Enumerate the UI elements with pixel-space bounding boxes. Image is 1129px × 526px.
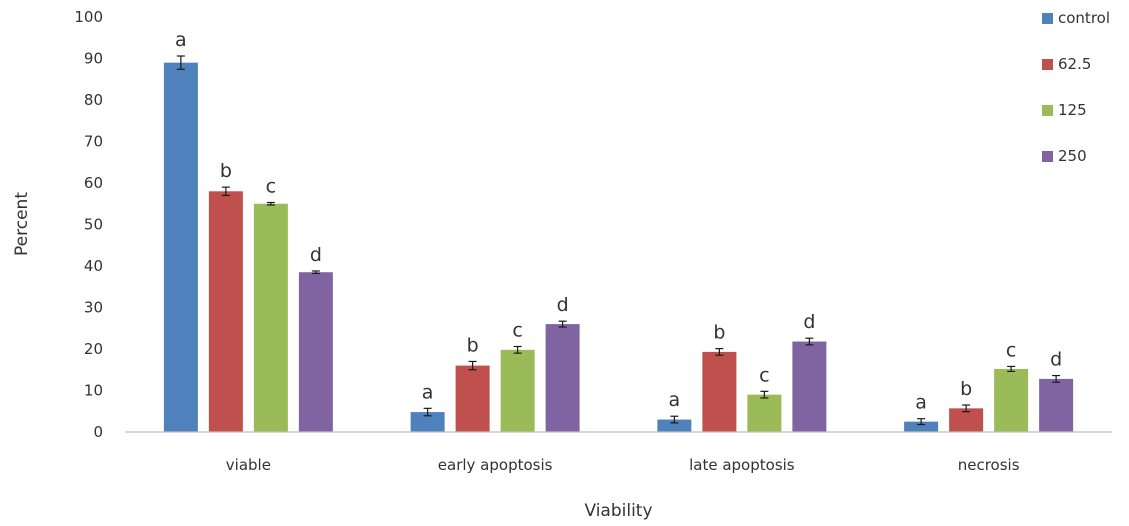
bar-early-apoptosis-62-5 (455, 365, 490, 432)
significance-letter-necrosis-250: d (1050, 349, 1062, 371)
legend: control 62.5 125 250 (1042, 9, 1110, 165)
bar-viable-250 (298, 272, 333, 432)
significance-letter-late-apoptosis-250: d (803, 311, 815, 333)
bar-necrosis-250 (1039, 378, 1074, 432)
bar-necrosis-control (904, 421, 939, 432)
legend-swatch-control (1042, 13, 1053, 24)
significance-letter-necrosis-125: c (1006, 339, 1016, 361)
error-bar-late-apoptosis-control (670, 415, 679, 424)
x-category-label-late-apoptosis: late apoptosis (689, 456, 795, 474)
bar-viable-control (163, 62, 198, 433)
error-bar-viable-125 (266, 201, 275, 206)
y-tick-label-40: 40 (84, 257, 103, 275)
error-bar-early-apoptosis-control (423, 407, 432, 417)
x-category-label-viable: viable (226, 456, 271, 474)
y-tick-label-50: 50 (84, 216, 103, 234)
error-bar-necrosis-125 (1007, 365, 1016, 373)
bar-early-apoptosis-125 (500, 349, 535, 432)
significance-letter-early-apoptosis-control: a (422, 381, 434, 403)
bar-necrosis-125 (994, 368, 1029, 432)
y-axis-ticks: 0 10 20 30 40 50 60 70 80 90 100 (74, 8, 103, 441)
legend-swatch-62-5 (1042, 59, 1053, 70)
bar-viable-62-5 (208, 191, 243, 432)
y-tick-label-10: 10 (84, 382, 103, 400)
legend-swatch-250 (1042, 151, 1053, 162)
error-bar-viable-control (176, 55, 185, 70)
error-bar-necrosis-62-5 (962, 404, 971, 413)
significance-letter-viable-62-5: b (220, 160, 232, 182)
bar-late-apoptosis-250 (792, 341, 827, 432)
significance-letter-necrosis-control: a (915, 392, 927, 414)
legend-label-250: 250 (1058, 147, 1087, 165)
bar-necrosis-62-5 (949, 408, 984, 432)
significance-letter-late-apoptosis-62-5: b (713, 322, 725, 344)
significance-letter-early-apoptosis-250: d (557, 294, 569, 316)
legend-label-control: control (1058, 9, 1110, 27)
significance-letter-viable-125: c (266, 176, 276, 198)
error-bar-necrosis-250 (1052, 374, 1061, 383)
error-bar-viable-250 (311, 270, 320, 275)
y-tick-label-70: 70 (84, 133, 103, 151)
significance-letter-early-apoptosis-62-5: b (467, 334, 479, 356)
error-bar-early-apoptosis-125 (513, 345, 522, 354)
bar-early-apoptosis-250 (545, 324, 580, 432)
bar-viable-125 (253, 203, 288, 432)
error-bar-necrosis-control (917, 418, 926, 426)
legend-label-125: 125 (1058, 101, 1087, 119)
y-tick-label-90: 90 (84, 50, 103, 68)
error-bar-early-apoptosis-62-5 (468, 360, 477, 371)
significance-letter-viable-control: a (175, 29, 187, 51)
y-tick-label-60: 60 (84, 174, 103, 192)
y-tick-label-30: 30 (84, 299, 103, 317)
x-axis-title: Viability (584, 501, 652, 521)
error-bar-late-apoptosis-250 (805, 337, 814, 346)
bar-early-apoptosis-control (410, 412, 445, 432)
significance-letter-late-apoptosis-125: c (759, 364, 769, 386)
y-tick-label-100: 100 (74, 8, 103, 26)
x-axis-category-labels: viable early apoptosis late apoptosis necro… (226, 456, 1020, 474)
significance-letter-early-apoptosis-125: c (512, 320, 522, 342)
y-axis-title: Percent (12, 192, 32, 256)
bar-late-apoptosis-62-5 (702, 351, 737, 432)
error-bar-late-apoptosis-125 (760, 390, 769, 399)
x-category-label-early-apoptosis: early apoptosis (438, 456, 553, 474)
bars: a b c d a b c d a b c d a b c d (163, 29, 1074, 433)
error-bar-early-apoptosis-250 (558, 320, 567, 328)
y-tick-label-0: 0 (93, 423, 103, 441)
bar-late-apoptosis-125 (747, 394, 782, 432)
error-bar-viable-62-5 (221, 186, 230, 197)
y-tick-label-80: 80 (84, 91, 103, 109)
y-tick-label-20: 20 (84, 340, 103, 358)
error-bar-late-apoptosis-62-5 (715, 347, 724, 356)
significance-letter-late-apoptosis-control: a (669, 389, 681, 411)
x-category-label-necrosis: necrosis (958, 456, 1020, 474)
significance-letter-necrosis-62-5: b (960, 378, 972, 400)
legend-swatch-125 (1042, 105, 1053, 116)
significance-letter-viable-250: d (310, 244, 322, 266)
bar-late-apoptosis-control (657, 419, 692, 432)
legend-label-62-5: 62.5 (1058, 55, 1091, 73)
